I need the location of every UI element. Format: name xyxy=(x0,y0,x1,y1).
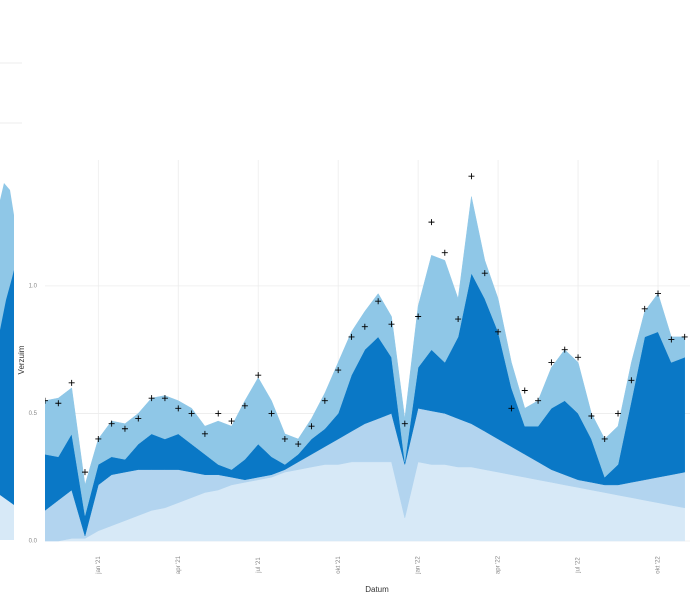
observation-marker xyxy=(641,305,648,312)
labels: 0.0 0.5 1.0 jan '21 apr '21 jul '21 okt '21 jan… xyxy=(29,283,662,574)
observation-marker xyxy=(655,290,662,297)
observation-marker xyxy=(468,173,475,180)
observation-marker xyxy=(108,420,115,427)
y-tick-label: 0.0 xyxy=(29,539,38,545)
observation-marker xyxy=(561,346,568,353)
x-tick-label: okt '22 xyxy=(656,556,662,574)
observation-marker xyxy=(508,405,515,412)
x-tick-label: jan '22 xyxy=(416,556,422,575)
observation-marker xyxy=(401,420,408,427)
observation-marker xyxy=(161,395,168,402)
observation-marker xyxy=(495,328,502,335)
observation-marker xyxy=(295,441,302,448)
observation-marker xyxy=(455,316,462,323)
y-tick-label: 1.0 xyxy=(29,283,38,289)
observation-marker xyxy=(615,410,622,417)
observation-marker xyxy=(95,435,102,442)
observation-marker xyxy=(255,372,262,379)
adjacent-chart-fragment xyxy=(0,62,22,540)
observation-marker xyxy=(308,423,315,430)
areas xyxy=(45,196,685,542)
observation-marker xyxy=(188,410,195,417)
observation-marker xyxy=(201,430,208,437)
observation-marker xyxy=(55,400,62,407)
observation-marker xyxy=(148,395,155,402)
observation-marker xyxy=(481,270,488,277)
observation-marker xyxy=(215,410,222,417)
observation-marker xyxy=(588,413,595,419)
observation-marker xyxy=(668,336,675,343)
observation-marker xyxy=(268,410,275,417)
observation-marker xyxy=(601,435,608,442)
observation-marker xyxy=(321,397,328,404)
observation-marker xyxy=(348,333,355,340)
observation-marker xyxy=(548,359,555,366)
observation-marker xyxy=(681,333,688,340)
observation-marker xyxy=(575,354,582,361)
observation-marker xyxy=(441,249,448,256)
observation-marker xyxy=(45,397,48,404)
observation-marker xyxy=(428,219,435,226)
observation-marker xyxy=(121,425,128,432)
observation-marker xyxy=(135,415,142,422)
observation-marker xyxy=(81,469,88,476)
x-tick-label: apr '21 xyxy=(176,555,182,574)
observation-marker xyxy=(228,418,235,425)
fragment-area xyxy=(0,495,14,540)
observation-marker xyxy=(241,402,248,409)
observation-marker xyxy=(375,298,382,305)
observation-marker xyxy=(521,387,528,394)
observation-marker xyxy=(175,405,182,412)
x-axis-title: Datum xyxy=(365,585,389,594)
points xyxy=(45,173,688,476)
observation-marker xyxy=(415,313,422,320)
observation-marker xyxy=(535,397,542,404)
observation-marker xyxy=(281,435,288,442)
observation-marker xyxy=(335,367,342,374)
observation-marker xyxy=(388,321,395,328)
y-tick-label: 0.5 xyxy=(29,411,38,417)
x-tick-label: okt '21 xyxy=(336,556,342,574)
observation-marker xyxy=(68,379,75,386)
fragment-area xyxy=(0,270,14,540)
y-axis-title: Verzuim xyxy=(17,345,26,374)
observation-marker xyxy=(361,323,368,330)
x-tick-label: jul '21 xyxy=(256,557,262,574)
x-tick-label: jan '21 xyxy=(96,556,102,575)
observation-marker xyxy=(628,377,635,384)
x-tick-label: apr '22 xyxy=(496,555,502,574)
x-tick-label: jul '22 xyxy=(576,557,582,574)
